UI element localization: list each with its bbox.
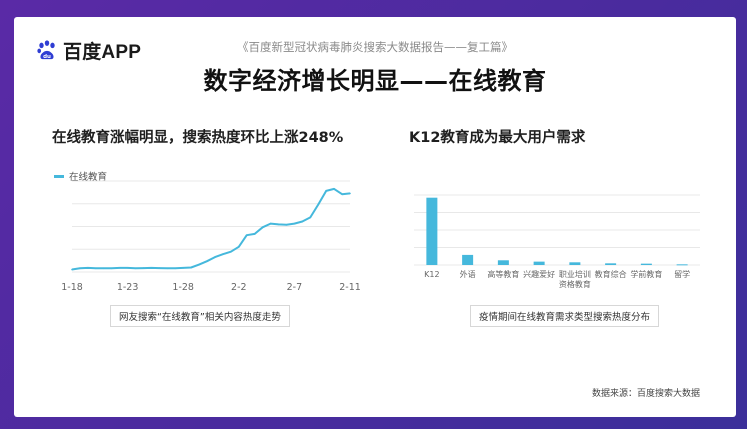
left-chart-caption: 网友搜索“在线教育”相关内容热度走势 xyxy=(110,305,290,327)
data-point xyxy=(253,233,256,235)
data-point xyxy=(301,220,304,223)
x-tick-label: 1-28 xyxy=(172,282,194,292)
category-label: 高等教育 xyxy=(487,269,519,279)
data-point xyxy=(110,267,113,270)
bar xyxy=(676,264,688,266)
data-point xyxy=(206,260,208,263)
data-point xyxy=(309,216,312,219)
data-point xyxy=(325,190,327,192)
data-point xyxy=(214,256,216,258)
data-point xyxy=(285,224,288,226)
left-chart-heading: 在线教育涨幅明显，搜索热度环比上涨248% xyxy=(52,130,344,146)
category-label: 外语 xyxy=(460,269,476,279)
report-subtitle: 《百度新型冠状病毒肺炎搜索大数据报告——复工篇》 xyxy=(237,40,513,54)
x-tick-label: 2-2 xyxy=(231,282,247,292)
bar xyxy=(497,260,509,265)
data-point xyxy=(150,267,153,269)
data-point xyxy=(71,268,73,271)
category-label: 职业培训 xyxy=(559,269,591,279)
right-chart-caption: 疫情期间在线教育需求类型搜索热度分布 xyxy=(470,305,660,327)
data-point xyxy=(158,267,161,269)
data-point xyxy=(174,267,177,270)
data-point xyxy=(293,222,296,225)
data-source: 数据来源：百度搜索大数据 xyxy=(592,389,701,399)
category-label: K12 xyxy=(424,270,439,279)
data-point xyxy=(349,192,351,195)
report-card: du 百度APP 《百度新型冠状病毒肺炎搜索大数据报告——复工篇》 数字经济增长… xyxy=(14,17,736,417)
x-tick-label: 1-18 xyxy=(61,282,83,292)
data-point xyxy=(166,267,169,270)
data-point xyxy=(95,267,97,270)
data-point xyxy=(79,267,81,270)
line-chart-legend: 在线教育 xyxy=(54,169,107,183)
data-point xyxy=(190,266,192,269)
category-label: 兴趣爱好 xyxy=(523,269,555,279)
data-point xyxy=(222,253,224,256)
category-label: 留学 xyxy=(674,269,690,279)
line-chart: 1-18 1-23 1-28 2-2 2-7 2-11 xyxy=(61,180,360,292)
brand-name: 百度APP xyxy=(63,41,142,63)
bar xyxy=(640,263,652,265)
data-point xyxy=(269,222,272,225)
data-point xyxy=(87,267,89,269)
data-point xyxy=(118,267,121,269)
data-point xyxy=(333,188,335,190)
data-point xyxy=(142,267,145,269)
bar xyxy=(569,262,581,265)
legend-label: 在线教育 xyxy=(69,172,108,183)
svg-text:du: du xyxy=(43,54,51,60)
right-chart-heading: K12教育成为最大用户需求 xyxy=(409,130,586,146)
category-label: 教育综合 xyxy=(595,269,627,279)
data-point xyxy=(198,263,200,266)
data-point xyxy=(238,245,240,248)
brand-logo: du 百度APP xyxy=(36,38,142,63)
series-line-online-education xyxy=(71,187,351,271)
data-point xyxy=(126,267,129,269)
category-label: 学前教育 xyxy=(630,269,662,279)
data-point xyxy=(317,203,320,206)
x-tick-label: 2-11 xyxy=(339,282,360,292)
data-point xyxy=(341,193,343,196)
data-point xyxy=(245,234,248,236)
bar xyxy=(533,261,545,265)
data-point xyxy=(182,267,184,269)
data-point xyxy=(230,250,232,253)
baidu-paw-icon: du xyxy=(37,40,55,60)
data-point xyxy=(134,267,137,270)
bar xyxy=(426,197,438,265)
data-point xyxy=(261,226,264,229)
page-title: 数字经济增长明显——在线教育 xyxy=(203,67,547,95)
x-tick-label: 1-23 xyxy=(117,282,139,292)
data-point xyxy=(102,267,105,270)
data-point xyxy=(277,223,280,226)
bar xyxy=(605,263,617,265)
legend-swatch xyxy=(54,174,64,178)
x-tick-label: 2-7 xyxy=(287,282,303,292)
category-label: 资格教育 xyxy=(559,279,591,289)
bar xyxy=(462,254,474,265)
